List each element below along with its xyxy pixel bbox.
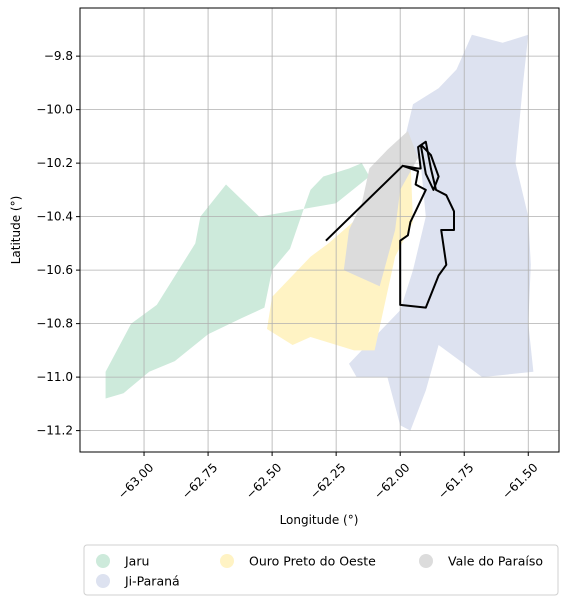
legend-swatch	[419, 554, 433, 568]
x-tick-label: −61.75	[435, 460, 476, 501]
x-tick-label: −62.25	[307, 460, 348, 501]
legend-label: Jaru	[124, 554, 149, 569]
y-tick-label: −10.4	[36, 210, 73, 224]
x-tick-label: −62.75	[179, 460, 220, 501]
legend-swatch	[96, 574, 110, 588]
x-axis-ticks: −63.00 −62.75 −62.50 −62.25 −62.00 −61.75 −61.…	[115, 452, 541, 502]
x-tick-label: −62.00	[371, 460, 412, 501]
x-tick-label: −62.50	[243, 460, 284, 501]
y-axis-ticks: −9.8 −10.0 −10.2 −10.4 −10.6 −10.8 −11.0 −11.2	[36, 49, 80, 438]
plot-frame	[79, 7, 560, 453]
y-tick-label: −10.6	[36, 263, 73, 277]
y-tick-label: −9.8	[44, 49, 73, 63]
x-tick-label: −61.50	[499, 460, 540, 501]
region-jaru	[105, 163, 370, 399]
legend-frame	[83, 544, 559, 596]
y-tick-label: −11.0	[36, 370, 73, 384]
legend: Jaru Ji-Paraná Ouro Preto do Oeste Vale do …	[83, 544, 559, 596]
gridlines	[80, 8, 559, 452]
y-axis-label: Latitude (°)	[9, 196, 23, 265]
boundary-outline	[419, 143, 440, 191]
legend-swatch	[220, 554, 234, 568]
y-tick-label: −10.8	[36, 317, 73, 331]
x-axis-label: Longitude (°)	[280, 513, 359, 527]
legend-swatch	[96, 554, 110, 568]
legend-label: Ji-Paraná	[124, 574, 180, 589]
boundary-outline	[325, 140, 455, 309]
regions-layer	[105, 34, 534, 431]
y-tick-label: −10.0	[36, 103, 73, 117]
y-tick-label: −10.2	[36, 156, 73, 170]
x-tick-label: −63.00	[115, 460, 156, 501]
legend-label: Vale do Paraíso	[448, 554, 543, 569]
y-tick-label: −11.2	[36, 424, 73, 438]
legend-items: Jaru Ji-Paraná Ouro Preto do Oeste Vale do …	[96, 554, 543, 589]
legend-label: Ouro Preto do Oeste	[249, 554, 376, 569]
highlighted-boundary	[325, 140, 455, 309]
